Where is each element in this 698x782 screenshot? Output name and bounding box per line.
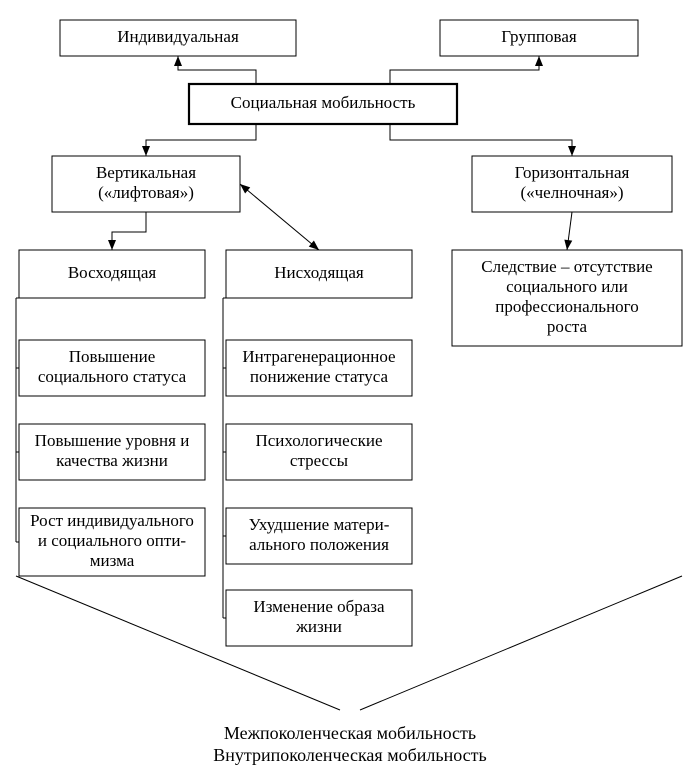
node-individual: Индивидуальная bbox=[60, 20, 296, 56]
node-individual-label: Индивидуальная bbox=[117, 27, 239, 46]
node-social-label: Социальная мобильность bbox=[231, 93, 416, 112]
node-consequence: Следствие – отсутствиесоциального илипро… bbox=[452, 250, 682, 346]
node-desc3-label: Ухудшение матери- bbox=[249, 515, 390, 534]
footer-line-1: Внутрипоколенческая мобильность bbox=[213, 745, 486, 765]
node-descending-label: Нисходящая bbox=[274, 263, 364, 282]
node-asc1: Повышениесоциального статуса bbox=[19, 340, 205, 396]
node-vertical-label: («лифтовая») bbox=[98, 183, 194, 202]
footer-line-0: Межпоколенческая мобильность bbox=[224, 723, 476, 743]
node-asc2: Повышение уровня икачества жизни bbox=[19, 424, 205, 480]
node-desc1-label: Интрагенерационное bbox=[242, 347, 395, 366]
node-asc2-label: Повышение уровня и bbox=[35, 431, 190, 450]
node-horizontal-label: («челночная») bbox=[520, 183, 623, 202]
node-asc3: Рост индивидуальногои социального опти-м… bbox=[19, 508, 205, 576]
node-descending: Нисходящая bbox=[226, 250, 412, 298]
node-asc3-label: мизма bbox=[90, 551, 135, 570]
node-consequence-label: Следствие – отсутствие bbox=[481, 257, 652, 276]
node-desc2: Психологическиестрессы bbox=[226, 424, 412, 480]
node-desc1: Интрагенерационноепонижение статуса bbox=[226, 340, 412, 396]
node-ascending: Восходящая bbox=[19, 250, 205, 298]
node-desc4-label: Изменение образа bbox=[253, 597, 385, 616]
node-desc4-label: жизни bbox=[295, 617, 342, 636]
node-asc3-label: Рост индивидуального bbox=[30, 511, 194, 530]
node-vertical-label: Вертикальная bbox=[96, 163, 196, 182]
node-desc3-label: ального положения bbox=[249, 535, 389, 554]
node-consequence-label: социального или bbox=[506, 277, 628, 296]
node-group-label: Групповая bbox=[501, 27, 577, 46]
node-asc1-label: социального статуса bbox=[38, 367, 187, 386]
node-asc1-label: Повышение bbox=[69, 347, 156, 366]
node-horizontal-label: Горизонтальная bbox=[515, 163, 630, 182]
node-horizontal: Горизонтальная(«челночная») bbox=[472, 156, 672, 212]
node-desc1-label: понижение статуса bbox=[250, 367, 389, 386]
node-consequence-label: роста bbox=[547, 317, 588, 336]
node-vertical: Вертикальная(«лифтовая») bbox=[52, 156, 240, 212]
node-desc4: Изменение образажизни bbox=[226, 590, 412, 646]
node-desc2-label: стрессы bbox=[290, 451, 349, 470]
node-ascending-label: Восходящая bbox=[68, 263, 157, 282]
node-desc3: Ухудшение матери-ального положения bbox=[226, 508, 412, 564]
node-asc3-label: и социального опти- bbox=[38, 531, 187, 550]
node-consequence-label: профессионального bbox=[495, 297, 638, 316]
node-social: Социальная мобильность bbox=[189, 84, 457, 124]
node-desc2-label: Психологические bbox=[255, 431, 382, 450]
node-asc2-label: качества жизни bbox=[56, 451, 168, 470]
node-group: Групповая bbox=[440, 20, 638, 56]
